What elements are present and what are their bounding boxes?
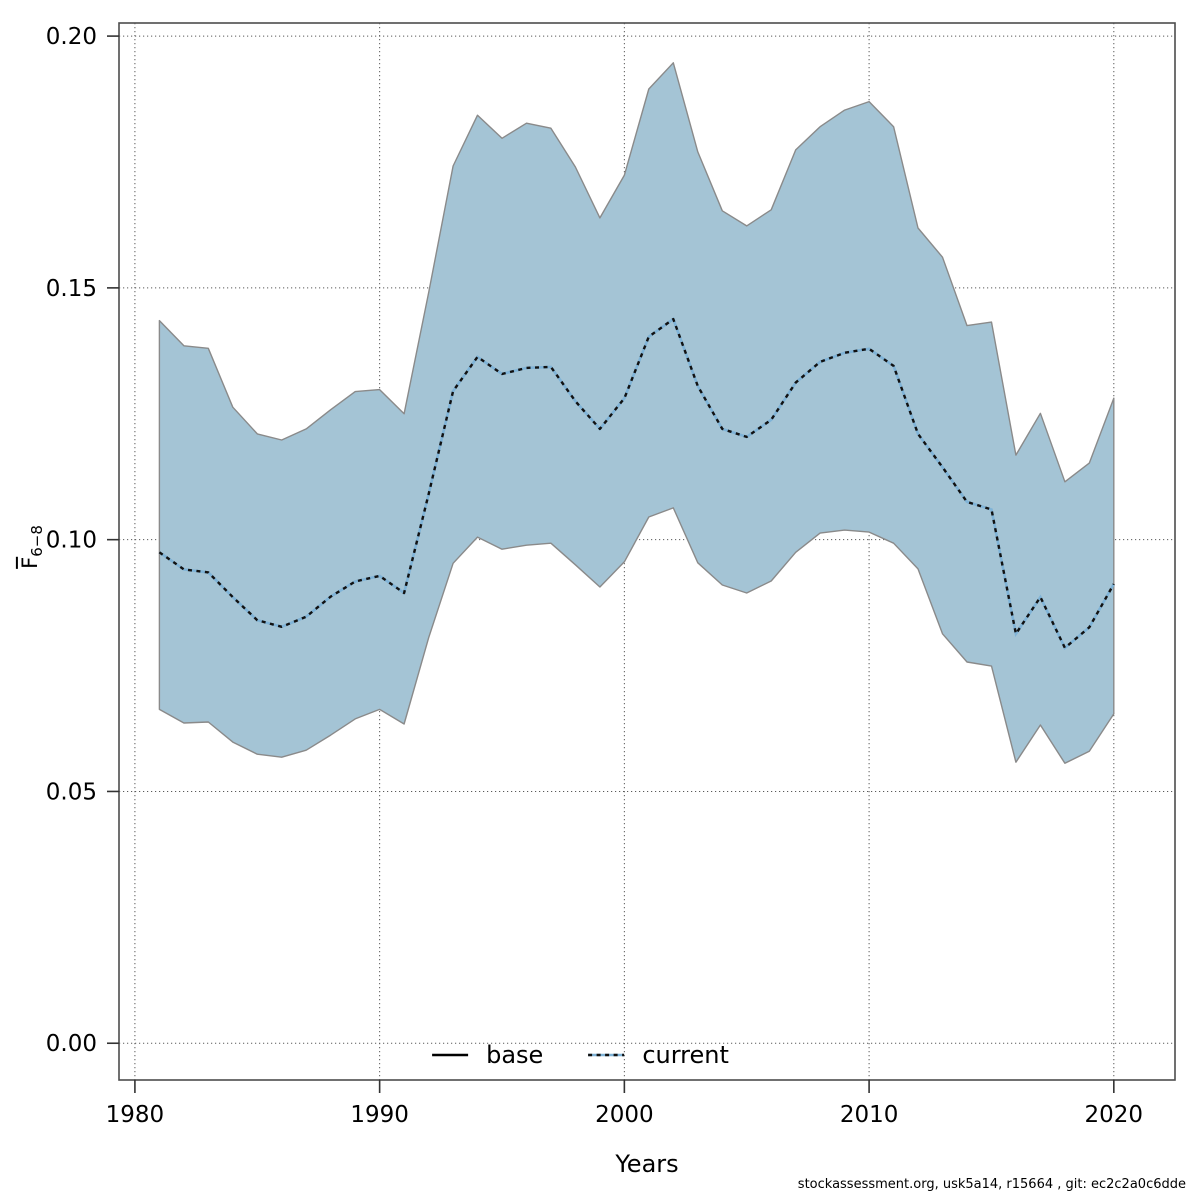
watermark: stockassessment.org, usk5a14, r15664 , g… [797, 1177, 1186, 1192]
y-tick-label: 0.20 [46, 24, 97, 50]
y-axis-label-subscript: 6−8 [28, 525, 47, 557]
x-tick-label: 1980 [106, 1102, 165, 1128]
current-line [158, 317, 1115, 650]
legend: base current [431, 1041, 729, 1069]
legend-item-base: base [431, 1041, 543, 1069]
y-tick-label: 0.05 [46, 779, 97, 805]
legend-item-current: current [587, 1041, 729, 1069]
x-tick-label: 2010 [840, 1102, 899, 1128]
y-tick-label: 0.00 [46, 1031, 97, 1057]
base-line-swatch-icon [432, 1053, 469, 1057]
current-line-swatch-icon [588, 1053, 625, 1057]
confidence-band [158, 62, 1115, 764]
axis-ticks [107, 35, 1115, 1093]
y-tick-label: 0.10 [46, 528, 97, 554]
x-tick-label: 1990 [350, 1102, 409, 1128]
y-tick-label: 0.15 [46, 276, 97, 302]
x-tick-label: 2020 [1085, 1102, 1144, 1128]
y-axis-label-symbol: F [17, 556, 42, 569]
y-axis-label: F6−8 [18, 525, 46, 569]
legend-label-current: current [642, 1041, 729, 1069]
legend-label-base: base [486, 1041, 544, 1069]
x-axis-label: Years [615, 1150, 679, 1178]
axis-tick-labels: 1980 1990 2000 2010 2020 0.00 0.05 0.10 0.15 0.20 [46, 24, 1143, 1128]
plot-border [118, 22, 1176, 1081]
x-tick-label: 2000 [595, 1102, 654, 1128]
